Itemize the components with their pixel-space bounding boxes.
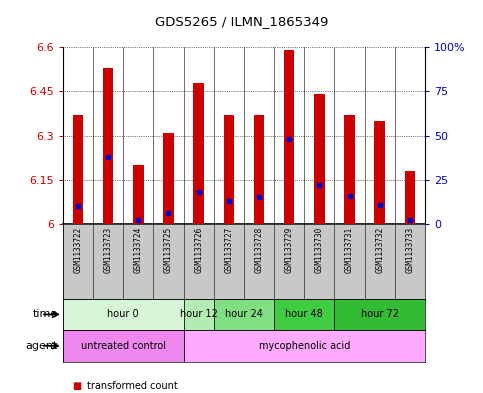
Text: GSM1133724: GSM1133724 — [134, 226, 143, 272]
FancyBboxPatch shape — [213, 299, 274, 330]
Text: GDS5265 / ILMN_1865349: GDS5265 / ILMN_1865349 — [155, 15, 328, 28]
Text: GSM1133732: GSM1133732 — [375, 226, 384, 272]
Text: hour 0: hour 0 — [107, 309, 139, 320]
Text: GSM1133728: GSM1133728 — [255, 226, 264, 272]
Text: GSM1133725: GSM1133725 — [164, 226, 173, 272]
Text: GSM1133723: GSM1133723 — [103, 226, 113, 272]
Text: untreated control: untreated control — [81, 341, 166, 351]
Text: hour 24: hour 24 — [225, 309, 263, 320]
Text: hour 12: hour 12 — [180, 309, 217, 320]
Text: mycophenolic acid: mycophenolic acid — [258, 341, 350, 351]
Bar — [163, 133, 174, 224]
Bar — [344, 115, 355, 224]
Text: hour 48: hour 48 — [285, 309, 323, 320]
Text: GSM1133730: GSM1133730 — [315, 226, 324, 272]
Bar — [254, 115, 264, 224]
FancyBboxPatch shape — [184, 299, 213, 330]
Bar — [224, 115, 234, 224]
Bar — [72, 115, 83, 224]
Text: GSM1133729: GSM1133729 — [284, 226, 294, 272]
Text: GSM1133726: GSM1133726 — [194, 226, 203, 272]
Text: agent: agent — [26, 341, 58, 351]
FancyBboxPatch shape — [63, 299, 184, 330]
Bar — [374, 121, 385, 224]
Bar — [314, 94, 325, 224]
Text: time: time — [33, 309, 58, 320]
Bar — [103, 68, 114, 224]
Bar — [193, 83, 204, 224]
Text: transformed count: transformed count — [87, 381, 178, 391]
Text: GSM1133727: GSM1133727 — [224, 226, 233, 272]
Text: GSM1133733: GSM1133733 — [405, 226, 414, 272]
Text: ■: ■ — [72, 381, 82, 391]
FancyBboxPatch shape — [334, 299, 425, 330]
Text: hour 72: hour 72 — [361, 309, 399, 320]
FancyBboxPatch shape — [63, 330, 184, 362]
FancyBboxPatch shape — [274, 299, 334, 330]
Bar — [284, 50, 295, 224]
Text: GSM1133722: GSM1133722 — [73, 226, 83, 272]
Text: GSM1133731: GSM1133731 — [345, 226, 354, 272]
Bar — [405, 171, 415, 224]
Bar — [133, 165, 143, 224]
FancyBboxPatch shape — [184, 330, 425, 362]
